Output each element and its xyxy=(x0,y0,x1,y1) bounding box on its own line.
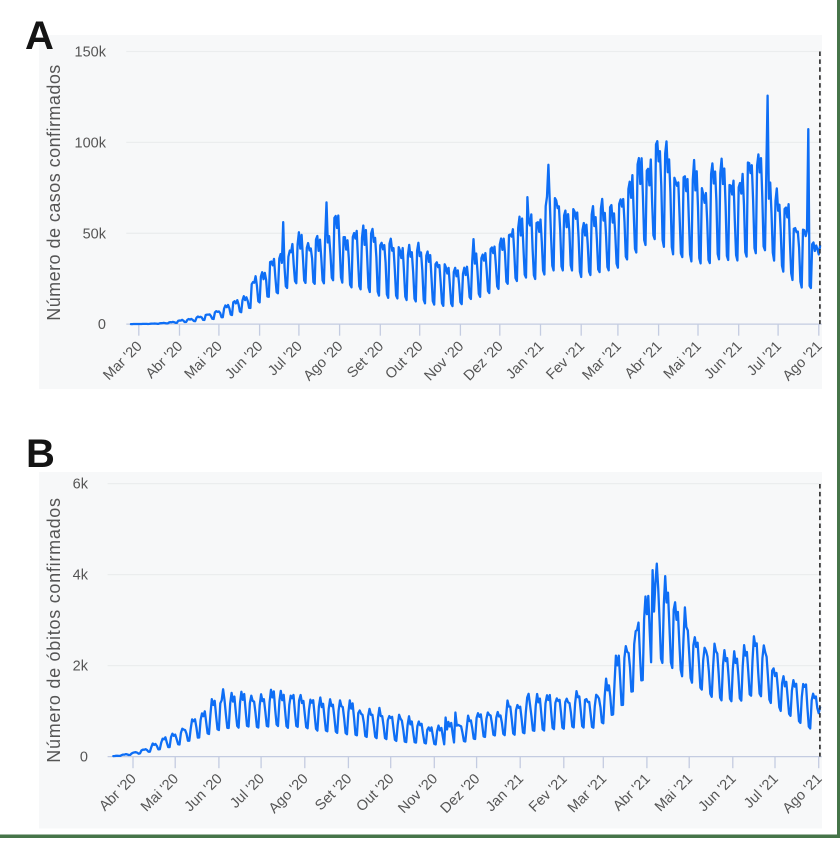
svg-text:100k: 100k xyxy=(75,135,107,151)
svg-text:50k: 50k xyxy=(83,226,107,242)
svg-text:B: B xyxy=(26,432,55,476)
svg-text:Número de casos confirmados: Número de casos confirmados xyxy=(44,64,64,321)
svg-text:Número de óbitos confirmados: Número de óbitos confirmados xyxy=(44,497,64,763)
svg-text:2k: 2k xyxy=(73,659,89,675)
svg-text:0: 0 xyxy=(98,317,106,333)
svg-text:150k: 150k xyxy=(75,45,107,61)
svg-text:0: 0 xyxy=(80,750,88,766)
svg-text:4k: 4k xyxy=(73,568,89,584)
svg-text:A: A xyxy=(25,14,54,58)
svg-text:6k: 6k xyxy=(73,477,89,493)
